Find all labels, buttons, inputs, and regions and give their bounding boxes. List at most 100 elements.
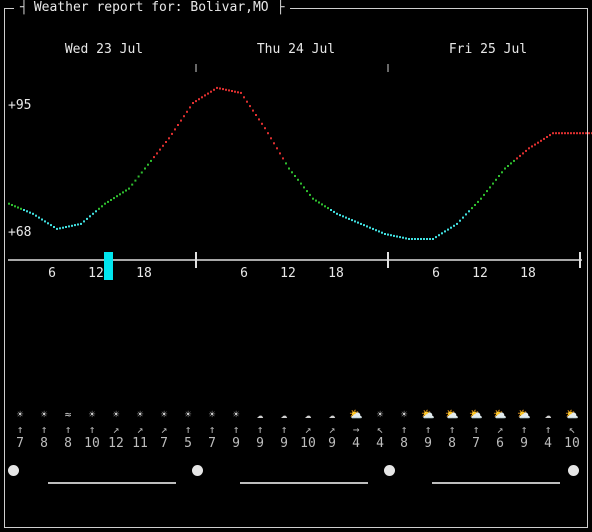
temperature-point — [89, 215, 91, 218]
wind-direction-icon: ↑ — [40, 423, 48, 436]
temperature-series — [8, 86, 592, 240]
wind-speed-value: 9 — [280, 436, 288, 451]
temperature-point — [345, 216, 347, 219]
temperature-point — [330, 209, 332, 211]
temperature-point — [264, 127, 266, 130]
temperature-point — [486, 190, 488, 193]
wind-speed-value: 10 — [300, 436, 316, 451]
temperature-point — [144, 167, 146, 170]
wind-direction-icon: ↑ — [544, 423, 552, 436]
sun-icon: ☀ — [160, 408, 168, 421]
temperature-point — [534, 143, 536, 146]
temperature-point — [504, 167, 506, 170]
wind-direction-icon: ↑ — [472, 423, 480, 436]
wind-speed-value: 10 — [84, 436, 100, 451]
temperature-point — [26, 210, 28, 213]
temperature-point — [513, 159, 515, 162]
temperature-point — [375, 229, 377, 232]
temperature-point — [549, 134, 551, 137]
temperature-point — [41, 218, 43, 221]
temperature-point — [237, 91, 239, 94]
temperature-point — [279, 152, 281, 155]
temperature-point — [240, 91, 242, 94]
temperature-point — [216, 86, 218, 89]
temperature-point — [492, 182, 494, 185]
temperature-point — [38, 216, 40, 219]
cloud-icon: ☁ — [304, 408, 312, 421]
temperature-point — [134, 179, 137, 182]
hour-label: 12 — [472, 266, 488, 281]
temperature-point — [369, 226, 371, 229]
cloud-icon: ☁ — [256, 408, 264, 421]
wind-speed-value: 4 — [352, 436, 360, 451]
temperature-point — [315, 199, 317, 202]
temperature-point — [291, 171, 293, 174]
cloud-sun-icon: ⛅ — [349, 408, 363, 421]
temperature-point — [171, 132, 173, 135]
temperature-point — [444, 230, 446, 233]
temperature-point — [156, 152, 158, 155]
temperature-point — [399, 236, 401, 239]
hour-label: 12 — [280, 266, 296, 281]
cloud-icon: ☁ — [328, 408, 336, 421]
temperature-point — [276, 147, 278, 150]
wind-direction-icon: ↗ — [136, 423, 144, 436]
temperature-point — [83, 220, 85, 223]
cloud-sun-icon: ⛅ — [493, 408, 507, 421]
wind-speed-value: 9 — [256, 436, 264, 451]
temperature-point — [474, 204, 476, 206]
temperature-point — [465, 213, 467, 216]
sun-icon: ☀ — [208, 408, 216, 421]
temperature-point — [471, 207, 473, 210]
temperature-point — [159, 148, 161, 151]
temperature-point — [219, 87, 221, 90]
temperature-point — [210, 90, 212, 93]
temperature-point — [8, 202, 10, 205]
temperature-point — [140, 171, 143, 174]
temperature-point — [32, 212, 34, 215]
wind-speed-value: 10 — [564, 436, 580, 451]
temperature-point — [137, 175, 140, 178]
wind-speed-value: 7 — [16, 436, 24, 451]
wind-speed-value: 7 — [160, 436, 168, 451]
temperature-point — [77, 223, 79, 226]
temperature-point — [417, 238, 419, 240]
temperature-point — [189, 106, 191, 109]
current-time-marker — [104, 252, 113, 280]
hour-label: 6 — [432, 266, 440, 281]
temperature-point — [147, 163, 149, 166]
temperature-point — [14, 205, 16, 208]
temperature-point — [342, 215, 344, 218]
temperature-point — [588, 132, 590, 135]
temperature-point — [162, 144, 164, 147]
temperature-point — [92, 212, 94, 215]
hour-label: 6 — [48, 266, 56, 281]
wind-speed-value: 8 — [40, 436, 48, 451]
temperature-point — [480, 197, 482, 200]
temperature-point — [567, 132, 569, 135]
temperature-point — [267, 132, 269, 135]
moon-icon — [192, 465, 203, 476]
temperature-point — [387, 233, 389, 236]
temperature-point — [98, 207, 100, 210]
temperature-point — [576, 132, 578, 135]
sun-icon: ☀ — [40, 408, 48, 421]
temperature-point — [128, 187, 130, 190]
wind-direction-icon: ↑ — [208, 423, 216, 436]
temperature-point — [561, 132, 563, 135]
hour-label: 18 — [520, 266, 536, 281]
temperature-point — [122, 191, 124, 194]
temperature-point — [303, 186, 305, 189]
temperature-point — [366, 225, 368, 228]
temperature-point — [153, 156, 155, 159]
temperature-point — [222, 88, 224, 91]
temperature-point — [282, 157, 284, 160]
temperature-point — [564, 132, 566, 135]
wind-direction-icon: ↑ — [424, 423, 432, 436]
wind-direction-icon: ↗ — [304, 423, 312, 436]
wind-speed-value: 6 — [496, 436, 504, 451]
temperature-point — [525, 149, 527, 152]
wind-direction-icon: ↑ — [448, 423, 456, 436]
temperature-point — [411, 238, 413, 240]
temperature-point — [168, 137, 170, 140]
